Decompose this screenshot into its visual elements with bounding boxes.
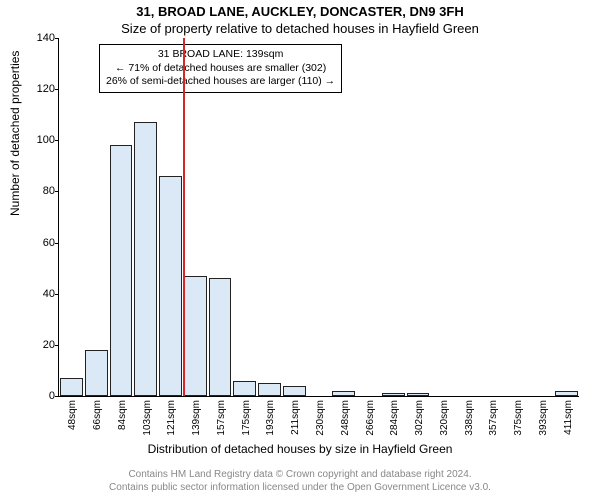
y-axis-label: Number of detached properties [8, 51, 22, 216]
bar [332, 391, 355, 396]
title-address: 31, BROAD LANE, AUCKLEY, DONCASTER, DN9 … [0, 4, 600, 19]
x-tick-label: 230sqm [315, 400, 326, 436]
bar [209, 278, 232, 396]
x-tick-label: 302sqm [414, 400, 425, 436]
annotation-line1: 31 BROAD LANE: 139sqm [106, 48, 335, 62]
x-tick-label: 266sqm [365, 400, 376, 436]
annotation-line3: 26% of semi-detached houses are larger (… [106, 75, 335, 89]
bar [283, 386, 306, 396]
x-tick-label: 338sqm [464, 400, 475, 436]
bar [407, 393, 430, 396]
y-tick-mark [55, 294, 59, 295]
annotation-box: 31 BROAD LANE: 139sqm ← 71% of detached … [99, 44, 342, 93]
x-tick-label: 103sqm [142, 400, 153, 436]
y-tick-mark [55, 243, 59, 244]
title-subtitle: Size of property relative to detached ho… [0, 21, 600, 36]
x-tick-label: 211sqm [290, 400, 301, 435]
annotation-line2: ← 71% of detached houses are smaller (30… [106, 62, 335, 76]
x-tick-label: 139sqm [191, 400, 202, 436]
footer-line1: Contains HM Land Registry data © Crown c… [0, 469, 600, 482]
bar [555, 391, 578, 396]
bar [233, 381, 256, 396]
bar [110, 145, 133, 396]
footer-attribution: Contains HM Land Registry data © Crown c… [0, 469, 600, 494]
chart-container: 31, BROAD LANE, AUCKLEY, DONCASTER, DN9 … [0, 0, 600, 500]
bar [134, 122, 157, 396]
bar [184, 276, 207, 396]
x-tick-label: 320sqm [439, 400, 450, 436]
x-tick-label: 84sqm [117, 400, 128, 430]
x-axis-label: Distribution of detached houses by size … [0, 442, 600, 456]
y-tick-mark [55, 38, 59, 39]
y-tick-mark [55, 191, 59, 192]
x-tick-label: 357sqm [488, 400, 499, 436]
marker-line [183, 38, 185, 396]
x-tick-label: 411sqm [563, 400, 574, 435]
x-tick-label: 66sqm [92, 400, 103, 430]
x-tick-label: 375sqm [513, 400, 524, 436]
bar [60, 378, 83, 396]
y-tick-mark [55, 89, 59, 90]
x-tick-label: 284sqm [389, 400, 400, 436]
plot-area: 31 BROAD LANE: 139sqm ← 71% of detached … [58, 38, 579, 397]
x-tick-label: 48sqm [67, 400, 78, 430]
y-tick-mark [55, 345, 59, 346]
bar [258, 383, 281, 396]
bar [85, 350, 108, 396]
footer-line2: Contains public sector information licen… [0, 482, 600, 495]
y-tick-mark [55, 140, 59, 141]
x-tick-label: 175sqm [241, 400, 252, 436]
bar [382, 393, 405, 396]
bar [159, 176, 182, 396]
x-tick-label: 393sqm [538, 400, 549, 436]
x-tick-label: 248sqm [340, 400, 351, 436]
x-tick-label: 157sqm [216, 400, 227, 436]
y-tick-mark [55, 396, 59, 397]
x-tick-label: 193sqm [265, 400, 276, 436]
x-tick-label: 121sqm [166, 400, 177, 436]
